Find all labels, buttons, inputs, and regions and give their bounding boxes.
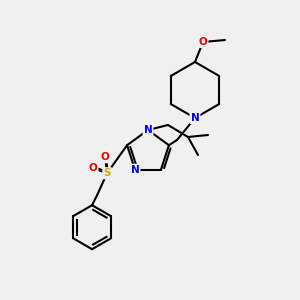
Text: N: N bbox=[131, 165, 140, 175]
Text: O: O bbox=[199, 37, 207, 47]
Text: O: O bbox=[101, 152, 110, 162]
Text: O: O bbox=[89, 163, 98, 173]
Text: N: N bbox=[190, 113, 200, 123]
Text: N: N bbox=[144, 125, 152, 135]
Text: S: S bbox=[103, 168, 111, 178]
